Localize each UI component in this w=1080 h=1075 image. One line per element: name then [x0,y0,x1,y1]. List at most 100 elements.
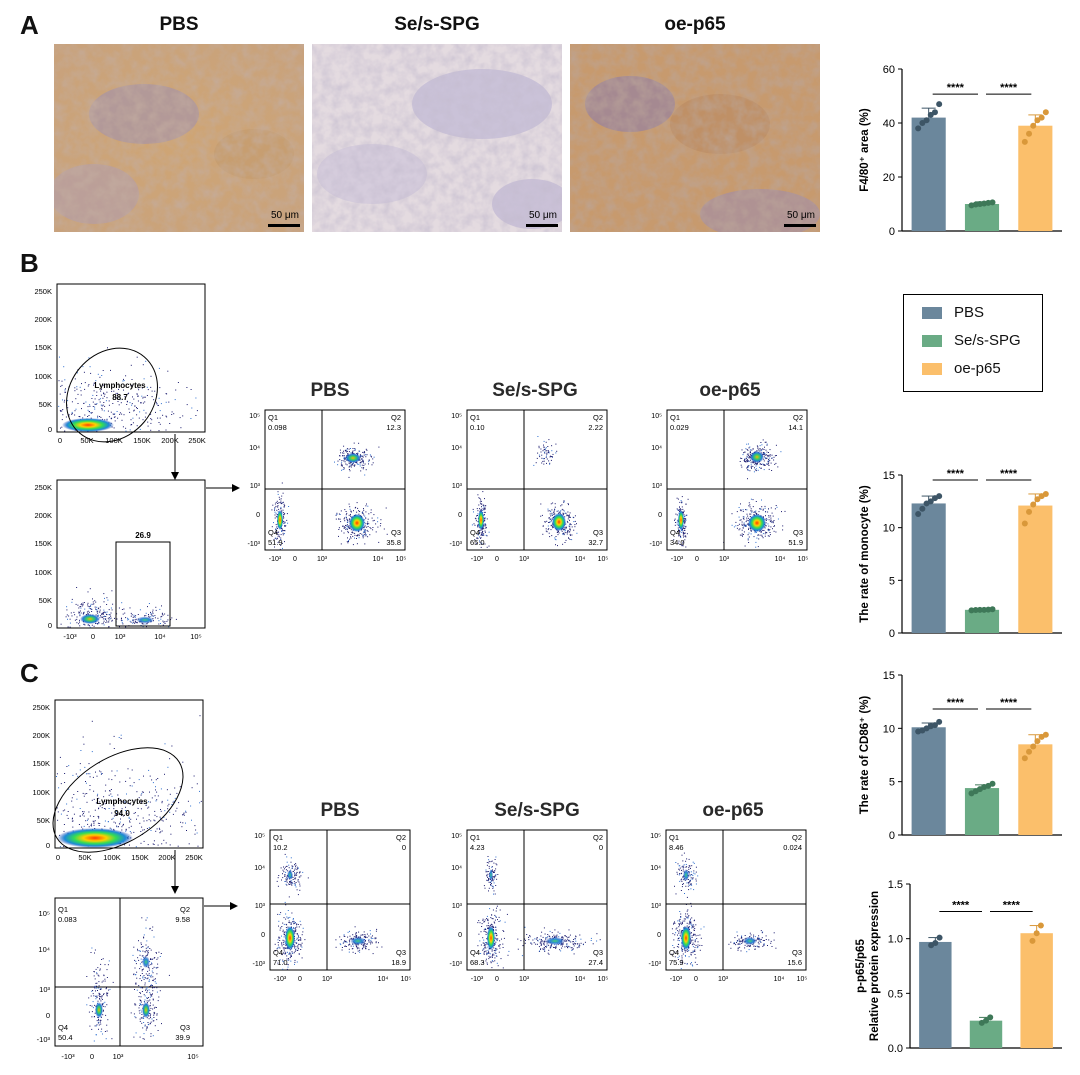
tick-label: 10⁴ [154,632,166,641]
q-label: Q2 [593,833,603,842]
legend-label-oe: oe-p65 [954,360,1001,377]
tick-label: 100K [34,568,52,577]
y-tick-label: 1.5 [888,879,903,891]
tick-label: 10⁵ [598,976,609,983]
q-value: 0 [599,843,603,852]
data-point [1026,508,1033,515]
data-point [1026,130,1033,137]
significance-label: **** [1000,82,1018,94]
q-label: Q3 [396,948,406,957]
tick-label: 200K [34,315,52,324]
significance-label: **** [1000,697,1018,709]
bar-pbs [911,117,946,231]
q-value: 0.098 [268,423,287,432]
tick-label: 10⁴ [38,945,50,954]
tick-label: 0 [56,853,60,862]
y-axis-title: The rate of monocyte (%) [859,485,871,623]
tick-label: 10³ [519,556,530,563]
data-point [1029,937,1036,944]
tick-label: 10⁵ [190,632,201,641]
flow-c-gate1-gate-value: 94.0 [114,809,130,818]
y-tick-label: 0 [889,830,895,842]
tick-label: 10³ [255,903,266,910]
significance-label: **** [947,82,965,94]
tick-label: 10⁵ [451,413,462,420]
tick-label: 250K [185,853,203,862]
tick-label: 10⁴ [378,976,389,983]
data-point [1030,743,1037,750]
q-label: Q2 [391,413,401,422]
y-axis-title: F4/80⁺ area (%) [859,108,871,192]
panel-letter-c: C [20,658,39,688]
tick-label: 10³ [39,985,50,994]
tick-label: 0 [46,1011,50,1020]
legend-swatch-se [922,335,942,347]
ihc-title-pbs: PBS [159,14,199,35]
tick-label: 10⁵ [650,833,661,840]
q-label: Q3 [792,948,802,957]
data-point [936,101,943,108]
tick-label: -10³ [274,976,287,983]
y-tick-label: 40 [883,118,895,130]
scale-bar-se [526,224,558,227]
ihc-image-pbs [54,44,304,232]
q-label: Q1 [268,413,278,422]
tick-label: -10³ [471,976,484,983]
tick-label: 0 [695,556,699,563]
tick-label: 10⁴ [575,976,586,983]
data-point [1021,520,1028,527]
y-axis-title: p-p65/p65 [855,939,867,993]
flow-c-gate2-xticks: -10³ 0 10³ 10⁵ [61,1052,198,1061]
tick-label: 0 [48,425,52,434]
flow-b-title-se: Se/s-SPG [492,380,578,401]
tick-label: 0 [58,436,62,445]
data-point [976,606,983,613]
tick-label: -10³ [671,556,684,563]
flow-b-gate1-plot: 250K 200K 150K 100K 50K 0 0 50K 100K 150… [34,283,206,445]
legend-swatch-pbs [922,307,942,319]
tick-label: 50K [39,400,52,409]
tick-label: 10⁵ [798,556,809,563]
data-point [923,117,930,124]
tick-label: 10⁵ [451,833,462,840]
tick-label: 0 [90,1052,94,1061]
tick-label: 10⁴ [451,445,462,452]
data-point [1030,122,1037,129]
q-label: Q4 [273,948,283,957]
q-label: Q3 [180,1023,190,1032]
flow-c-title-oe: oe-p65 [702,800,764,821]
data-point [989,199,996,206]
legend-swatch-oe [922,363,942,375]
bar-oe-p65 [1018,505,1053,633]
tick-label: 10³ [652,483,663,490]
bar-oe-p65 [1020,933,1053,1048]
q-value: 39.9 [175,1033,190,1042]
q-label: Q1 [58,905,68,914]
population-cloud [674,852,699,898]
q-value: 71.0 [273,958,288,967]
significance-label: **** [947,697,965,709]
data-point [927,498,934,505]
flow-c-gate1-yticks: 250K 200K 150K 100K 50K 0 [32,703,50,850]
data-point [1042,109,1049,116]
tick-label: 0 [48,621,52,630]
q-label: Q1 [670,413,680,422]
tick-label: 10⁵ [401,976,412,983]
q-value: 75.9 [669,958,684,967]
tick-label: 150K [32,759,50,768]
q-value: 9.58 [175,915,190,924]
q-value: 14.1 [788,423,803,432]
tick-label: 10⁴ [575,556,586,563]
tick-label: -10³ [450,961,463,968]
y-tick-label: 60 [883,64,895,76]
significance-label: **** [1000,468,1018,480]
tick-label: 250K [34,287,52,296]
tick-label: 0 [46,841,50,850]
population-cloud [728,930,777,953]
y-tick-label: 10 [883,723,895,735]
tick-label: 200K [158,853,176,862]
tick-label: 10⁴ [373,556,384,563]
tick-label: 100K [34,372,52,381]
scale-bar-label-oe: 50 μm [787,210,815,221]
